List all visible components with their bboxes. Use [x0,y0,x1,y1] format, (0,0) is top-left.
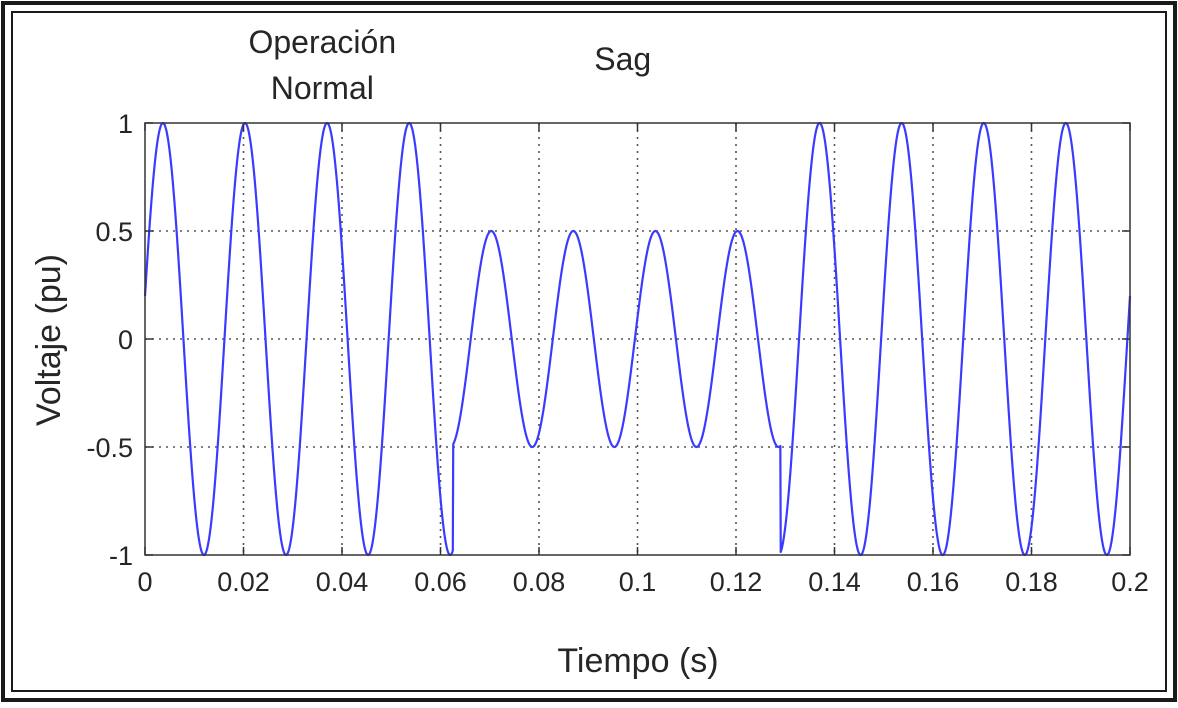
annotation-label: Operación Normal [248,24,396,106]
curve-layer [143,121,1132,557]
y-tick-label: 0 [118,325,133,355]
x-tick-label: 0.16 [907,567,960,597]
y-tick-label: -0.5 [86,433,133,463]
tick-layer [144,122,1131,556]
x-tick-label: 0 [137,567,152,597]
x-tick-label: 0.1 [619,567,657,597]
x-tick-label: 0.04 [316,567,369,597]
inner-frame [11,11,1167,692]
y-axis-label: Voltaje (pu) [30,254,68,426]
x-tick-label: 0.08 [513,567,566,597]
x-tick-label: 0.2 [1111,567,1149,597]
x-tick-label: 0.06 [414,567,467,597]
annotation-line: Normal [271,70,374,106]
y-tick-label: 0.5 [95,217,133,247]
annotation-line: Sag [594,41,651,77]
annotation-line: Operación [248,24,396,60]
x-axis-label: Tiempo (s) [557,642,718,680]
x-tick-label: 0.02 [217,567,270,597]
x-tick-label: 0.14 [808,567,861,597]
annotation-layer: Operación Normal Sag [248,24,651,106]
x-tick-label: 0.12 [710,567,763,597]
y-tick-label: -1 [109,541,133,571]
voltage-series-line [143,121,1132,557]
x-tick-label: 0.18 [1005,567,1058,597]
grid-layer [145,123,1130,555]
y-tick-label: 1 [118,109,133,139]
tick-label-layer: 0 0.02 0.04 0.06 0.08 0.1 0.12 0.14 0.16 0.18 0.2 1… [86,109,1148,597]
annotation-label: Sag [594,41,651,77]
